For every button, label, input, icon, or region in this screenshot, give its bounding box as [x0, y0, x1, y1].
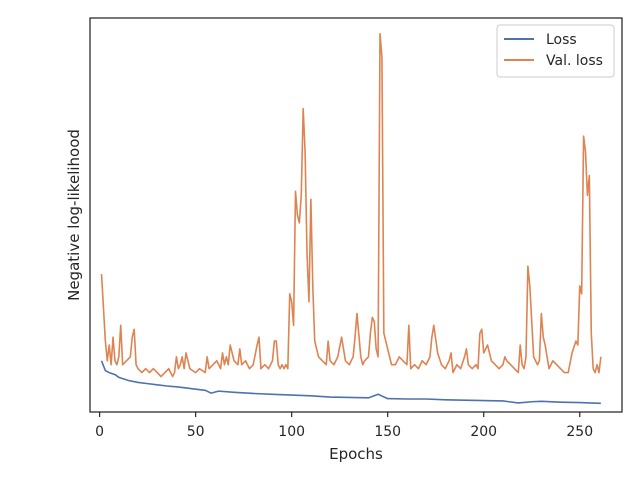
- x-axis-label: Epochs: [329, 445, 383, 463]
- legend: Loss Val. loss: [496, 24, 615, 78]
- legend-label-val-loss: Val. loss: [546, 53, 603, 69]
- plot-frame: [89, 17, 623, 413]
- x-tick-label-200: 200: [470, 424, 497, 440]
- y-axis-label: Negative log-likelihood: [65, 129, 83, 301]
- x-tick-label-150: 150: [374, 424, 401, 440]
- x-tick-label-50: 50: [187, 424, 205, 440]
- x-tick-label-0: 0: [95, 424, 104, 440]
- series-line-val-loss: [100, 32, 602, 378]
- series-line-loss: [100, 360, 601, 405]
- x-tick-label-250: 250: [566, 424, 593, 440]
- x-tick-label-100: 100: [278, 424, 305, 440]
- x-axis-ticks: 0 50 100 150 200 250: [95, 412, 593, 440]
- series-layer: [100, 32, 602, 405]
- legend-label-loss: Loss: [546, 32, 577, 48]
